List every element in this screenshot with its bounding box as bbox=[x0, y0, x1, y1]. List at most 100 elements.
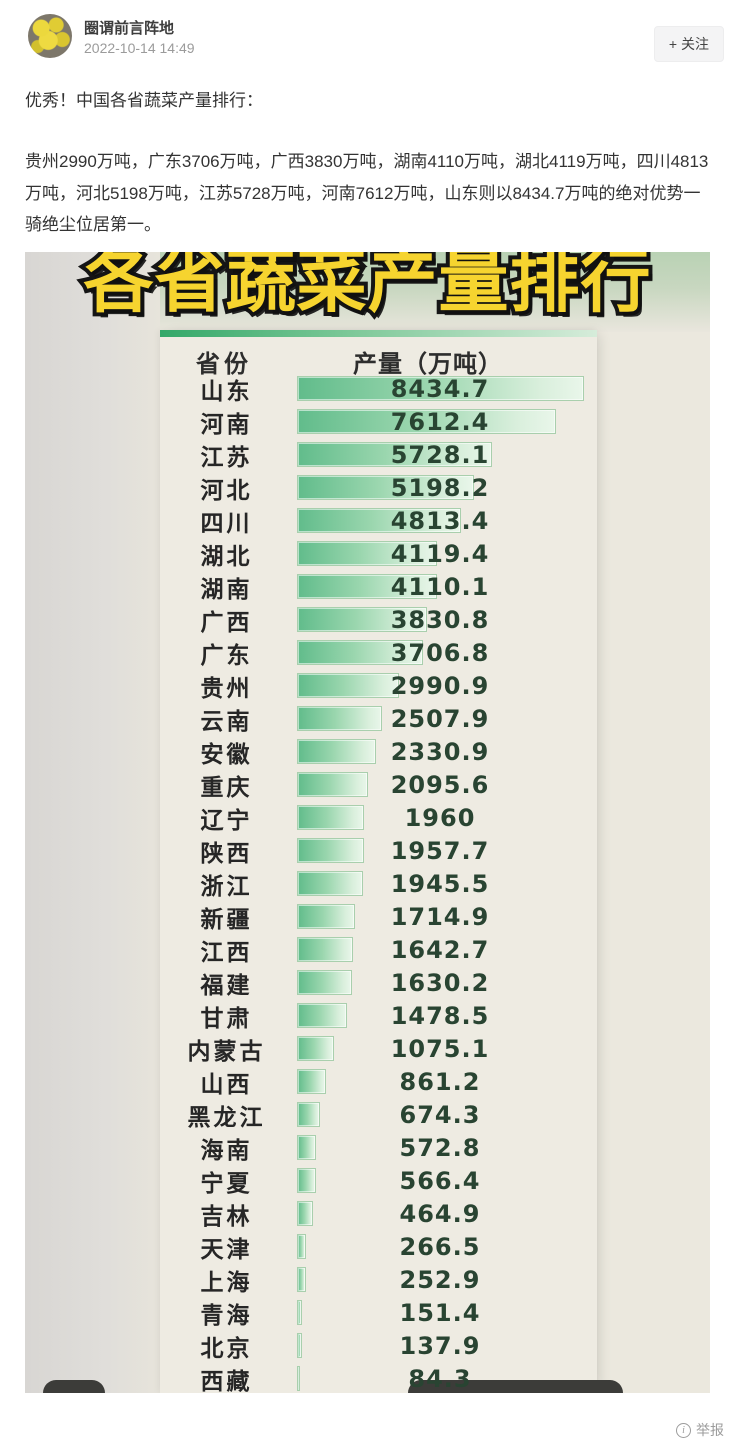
bar-value: 4110.1 bbox=[390, 572, 490, 601]
bar bbox=[297, 970, 353, 995]
chart-panel: 省份 产量（万吨） 山东 8434.7 河南 7612.4 江苏 5728.1 … bbox=[160, 330, 597, 1393]
bar bbox=[297, 640, 424, 665]
report-label: 举报 bbox=[696, 1422, 724, 1438]
post-image-chart[interactable]: 各省蔬菜产量排行 省份 产量（万吨） 山东 8434.7 河南 7612.4 江… bbox=[25, 252, 710, 1393]
bar-value: 3830.8 bbox=[390, 605, 490, 634]
province-label: 新疆 bbox=[200, 905, 253, 932]
province-label: 广东 bbox=[200, 641, 253, 668]
follow-button[interactable]: + 关注 bbox=[653, 26, 724, 62]
bar-value: 1478.5 bbox=[390, 1001, 490, 1030]
province-label: 四川 bbox=[200, 509, 253, 536]
chart-rows: 山东 8434.7 河南 7612.4 江苏 5728.1 河北 5198.2 … bbox=[160, 372, 597, 1393]
bar bbox=[297, 1201, 313, 1226]
chart-row: 江西 1642.7 bbox=[160, 933, 597, 966]
chart-row: 宁夏 566.4 bbox=[160, 1164, 597, 1197]
chart-title: 各省蔬菜产量排行 bbox=[80, 252, 655, 324]
province-label: 山西 bbox=[200, 1070, 253, 1097]
avatar[interactable] bbox=[28, 14, 72, 58]
province-label: 河北 bbox=[200, 476, 253, 503]
province-label: 河南 bbox=[200, 410, 253, 437]
chart-row: 重庆 2095.6 bbox=[160, 768, 597, 801]
image-left-strip bbox=[25, 252, 160, 1393]
bar-value: 4119.4 bbox=[390, 539, 490, 568]
chart-row: 广西 3830.8 bbox=[160, 603, 597, 636]
province-label: 北京 bbox=[200, 1334, 253, 1361]
province-label: 海南 bbox=[200, 1136, 253, 1163]
bar-value: 1960 bbox=[404, 803, 476, 832]
post-text-body: 贵州2990万吨，广东3706万吨，广西3830万吨，湖南4110万吨，湖北41… bbox=[25, 152, 709, 234]
bar bbox=[297, 706, 383, 731]
bar-value: 464.9 bbox=[399, 1199, 481, 1228]
bar bbox=[297, 739, 377, 764]
province-label: 福建 bbox=[200, 971, 253, 998]
bar bbox=[297, 1234, 307, 1259]
info-icon: i bbox=[676, 1422, 691, 1438]
panel-green-edge bbox=[160, 330, 597, 337]
bar-value: 137.9 bbox=[399, 1331, 481, 1360]
bar bbox=[297, 508, 461, 533]
bar bbox=[297, 1366, 300, 1391]
bar bbox=[297, 1135, 317, 1160]
bar bbox=[297, 838, 364, 863]
chart-row: 海南 572.8 bbox=[160, 1131, 597, 1164]
province-label: 广西 bbox=[200, 608, 253, 635]
province-label: 陕西 bbox=[200, 839, 253, 866]
author-name[interactable]: 圈谓前言阵地 bbox=[84, 20, 175, 37]
bottom-right-pill bbox=[408, 1380, 623, 1393]
province-label: 天津 bbox=[200, 1235, 253, 1262]
post-timestamp: 2022-10-14 14:49 bbox=[84, 40, 195, 56]
chart-row: 内蒙古 1075.1 bbox=[160, 1032, 597, 1065]
column-header-province: 省份 bbox=[196, 351, 252, 378]
province-label: 山东 bbox=[200, 377, 253, 404]
report-link[interactable]: i 举报 bbox=[676, 1420, 724, 1440]
province-label: 上海 bbox=[200, 1268, 253, 1295]
bar-value: 8434.7 bbox=[390, 374, 490, 403]
province-label: 黑龙江 bbox=[187, 1103, 266, 1130]
bar bbox=[297, 409, 557, 434]
province-label: 安徽 bbox=[200, 740, 253, 767]
bar bbox=[297, 673, 399, 698]
bar-value: 861.2 bbox=[399, 1067, 481, 1096]
chart-row: 吉林 464.9 bbox=[160, 1197, 597, 1230]
bar bbox=[297, 475, 474, 500]
chart-row: 河南 7612.4 bbox=[160, 405, 597, 438]
province-label: 甘肃 bbox=[200, 1004, 253, 1031]
chart-row: 江苏 5728.1 bbox=[160, 438, 597, 471]
province-label: 宁夏 bbox=[200, 1169, 253, 1196]
bar-value: 2507.9 bbox=[390, 704, 490, 733]
bar-value: 1957.7 bbox=[390, 836, 490, 865]
chart-row: 天津 266.5 bbox=[160, 1230, 597, 1263]
bar-value: 1714.9 bbox=[390, 902, 490, 931]
bar-value: 674.3 bbox=[399, 1100, 481, 1129]
province-label: 辽宁 bbox=[200, 806, 253, 833]
bar bbox=[297, 442, 492, 467]
chart-row: 新疆 1714.9 bbox=[160, 900, 597, 933]
province-label: 贵州 bbox=[200, 674, 253, 701]
province-label: 湖南 bbox=[200, 575, 253, 602]
chart-row: 黑龙江 674.3 bbox=[160, 1098, 597, 1131]
province-label: 湖北 bbox=[200, 542, 253, 569]
bar bbox=[297, 937, 353, 962]
bar-value: 572.8 bbox=[399, 1133, 481, 1162]
bar bbox=[297, 1069, 327, 1094]
chart-row: 湖南 4110.1 bbox=[160, 570, 597, 603]
bar-value: 566.4 bbox=[399, 1166, 481, 1195]
bar bbox=[297, 1102, 320, 1127]
bar-value: 1075.1 bbox=[390, 1034, 490, 1063]
bar-value: 7612.4 bbox=[390, 407, 490, 436]
bar bbox=[297, 574, 437, 599]
bar-value: 252.9 bbox=[399, 1265, 481, 1294]
bar bbox=[297, 1003, 348, 1028]
province-label: 云南 bbox=[200, 707, 253, 734]
bar-value: 1630.2 bbox=[390, 968, 490, 997]
chart-row: 福建 1630.2 bbox=[160, 966, 597, 999]
province-label: 吉林 bbox=[200, 1202, 253, 1229]
chart-row: 湖北 4119.4 bbox=[160, 537, 597, 570]
bar bbox=[297, 1267, 306, 1292]
bar bbox=[297, 376, 584, 401]
chart-row: 甘肃 1478.5 bbox=[160, 999, 597, 1032]
bar-value: 84.3 bbox=[408, 1364, 472, 1393]
province-label: 内蒙古 bbox=[187, 1037, 266, 1064]
column-header-value: 产量（万吨） bbox=[353, 351, 503, 378]
chart-row: 青海 151.4 bbox=[160, 1296, 597, 1329]
